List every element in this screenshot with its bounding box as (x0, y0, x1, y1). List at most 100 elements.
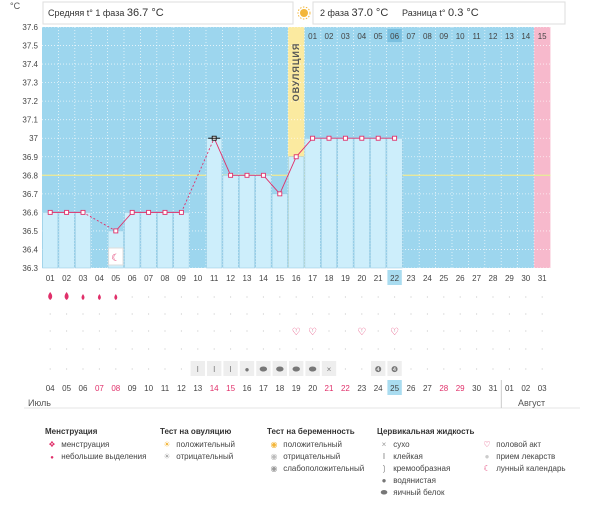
temp-bar (58, 212, 75, 269)
legend-title: Тест на овуляцию (160, 427, 232, 436)
legend-item: ◉ положительный (267, 439, 364, 451)
grid-dot (197, 330, 199, 332)
grid-dot (443, 348, 445, 350)
temp-bar (353, 137, 370, 269)
grid-dot (279, 313, 281, 315)
cycle-day-label: 06 (128, 274, 137, 283)
y-tick-label: 36.3 (22, 264, 38, 273)
y-tick-label: 36.9 (22, 153, 38, 162)
cycle-day-label: 11 (210, 274, 219, 283)
calendar-date: 06 (79, 384, 88, 393)
grid-dot (541, 348, 543, 350)
cycle-day-label: 25 (439, 274, 448, 283)
grid-dot (180, 348, 182, 350)
calendar-date: 04 (46, 384, 55, 393)
grid-dot (230, 313, 232, 315)
grid-dot (361, 330, 363, 332)
cycle-day-label: 19 (341, 274, 350, 283)
menstruation-drop-icon (64, 292, 69, 300)
grid-dot (541, 368, 543, 370)
y-tick-label: 37.6 (22, 23, 38, 32)
temp-point (47, 209, 53, 215)
fluid-cell (371, 361, 386, 376)
grid-dot (82, 330, 84, 332)
cycle-end-band (534, 27, 551, 268)
temp-bar (337, 137, 354, 269)
y-tick-label: 36.4 (22, 245, 38, 254)
temp-point (293, 154, 299, 160)
grid-dot (164, 348, 166, 350)
calendar-date: 02 (521, 384, 530, 393)
moon-icon: ☾ (111, 253, 120, 264)
calendar-date: 14 (210, 384, 219, 393)
phase2-day-label: 01 (308, 32, 317, 41)
temp-point (326, 135, 332, 141)
grid-dot (394, 296, 396, 298)
y-tick-label: 37 (29, 134, 38, 143)
temp-point (277, 191, 283, 197)
grid-dot (492, 330, 494, 332)
calendar-date: 09 (128, 384, 137, 393)
fluid-cell (207, 361, 222, 376)
grid-dot (66, 348, 68, 350)
temperature-points (47, 135, 398, 234)
temp-bar (304, 137, 321, 269)
legend-item: ❖ менструация (45, 439, 146, 451)
ovulation-sun-icon (297, 6, 311, 20)
temp-segment (263, 175, 281, 195)
grid-dot (279, 330, 281, 332)
sticky-icon: I (382, 452, 386, 461)
grid-dot (410, 296, 412, 298)
calendar-date: 28 (439, 384, 448, 393)
legend-item: ◉ отрицательный (267, 451, 364, 463)
grid-dot (525, 348, 527, 350)
sticky-fluid-icon: I (213, 365, 215, 374)
phase2-day-label: 13 (505, 32, 514, 41)
cycle-day-label: 08 (161, 274, 170, 283)
calendar-date: 24 (374, 384, 383, 393)
grid-dot (115, 330, 117, 332)
grid-dot (148, 313, 150, 315)
temp-segment (180, 138, 215, 213)
legend-item: ☾ лунный календарь (480, 463, 565, 475)
grid-dot (377, 313, 379, 315)
phase2-day-label: 07 (407, 32, 416, 41)
test-weak-icon: ◉ (270, 464, 278, 473)
grid-dot (443, 296, 445, 298)
phase2-day-label: 11 (472, 32, 481, 41)
cycle-day-label: 10 (193, 274, 202, 283)
fluid-cell (305, 361, 320, 376)
y-tick-label: 36.5 (22, 227, 38, 236)
cycle-day-label: 18 (325, 274, 334, 283)
temp-bar (42, 212, 59, 269)
fluid-cell (223, 361, 238, 376)
grid-dot (66, 313, 68, 315)
temp-segment (115, 212, 133, 232)
grid-dot (262, 313, 264, 315)
calendar-date-labels: 04 05 06 07 08 09 10 11 12 13 14 15 16 17 18 19 20 21 22 23… (24, 380, 580, 409)
grid-dot (164, 296, 166, 298)
calendar-date: 15 (226, 384, 235, 393)
legend-menstruation: Менструация ❖ менструация ● небольшие вы… (45, 427, 146, 463)
legend-ovulation-test: Тест на овуляцию ☀ положительный ☀ отриц… (160, 427, 235, 463)
grid-dot (98, 348, 100, 350)
watery-icon: ● (381, 476, 387, 485)
calendar-date: 13 (193, 384, 202, 393)
phase2-summary-box (312, 1, 566, 25)
temp-segment (295, 137, 313, 158)
grid-dot (180, 368, 182, 370)
grid-dot (197, 296, 199, 298)
phase2-day-label: 12 (489, 32, 498, 41)
grid-dot (82, 368, 84, 370)
grid-dot (377, 348, 379, 350)
legend-item: ◉ слабоположительный (267, 463, 365, 475)
grid-dot (410, 330, 412, 332)
calendar-date: 11 (161, 384, 170, 393)
grid-dot (115, 348, 117, 350)
legend-item: I клейкая (377, 451, 474, 463)
legend-item: × сухо (377, 439, 474, 451)
temp-point (359, 135, 365, 141)
temp-segment (279, 156, 297, 195)
heart-icon: ♡ (483, 440, 491, 449)
